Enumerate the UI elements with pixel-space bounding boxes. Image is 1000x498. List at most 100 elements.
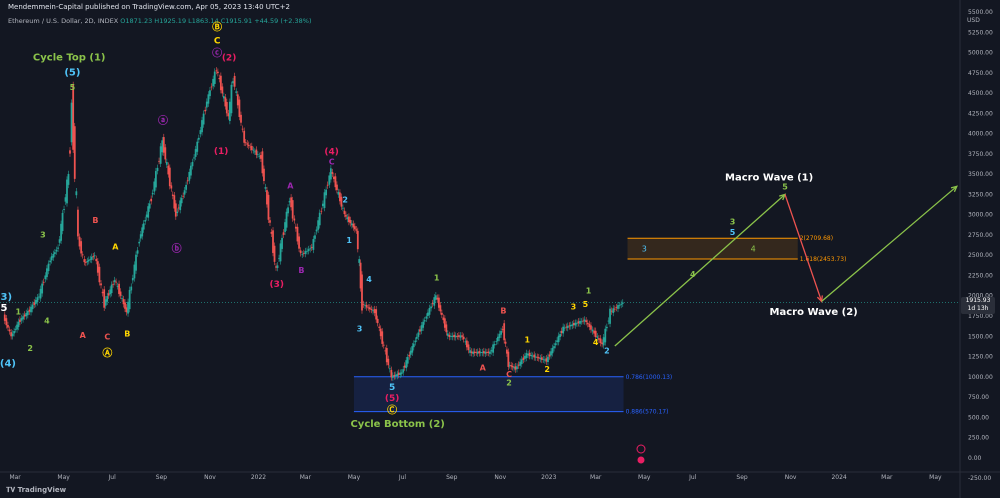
candle-body	[400, 372, 403, 374]
candle-body	[539, 357, 542, 360]
candle-body	[138, 241, 141, 244]
candle-body	[525, 353, 528, 358]
event-marker-icon	[637, 456, 645, 464]
candle-body	[495, 341, 498, 343]
candle-body	[260, 155, 262, 159]
wave-label: 4	[690, 270, 696, 279]
tradingview-logo-icon: 𝐓𝐕	[6, 486, 16, 494]
candle-body	[568, 325, 571, 327]
candle-body	[358, 259, 361, 263]
candle-body	[617, 305, 619, 309]
candle-body	[453, 334, 456, 338]
candle-body	[325, 189, 327, 196]
candle-body	[394, 374, 397, 377]
candle-body	[439, 305, 442, 312]
candle-body	[405, 360, 408, 369]
wave-label: B	[500, 307, 506, 316]
candle-body	[183, 190, 186, 195]
candle-body	[244, 142, 247, 144]
candle-body	[284, 222, 286, 232]
candle-body	[544, 359, 546, 361]
candle-body	[423, 320, 426, 322]
candle-body	[593, 330, 596, 334]
candle-body	[41, 283, 44, 294]
candle-body	[428, 307, 431, 315]
candle-body	[302, 252, 305, 254]
candle-body	[533, 354, 536, 358]
y-tick-label: 250.00	[968, 435, 989, 442]
candle-body	[112, 283, 115, 285]
candle-body	[331, 172, 334, 174]
candle-body	[408, 354, 411, 357]
candle-body	[124, 302, 126, 309]
wave-label: 1	[434, 273, 440, 282]
wave-label: B	[124, 329, 130, 338]
candle-body	[393, 374, 396, 377]
candle-body	[276, 265, 279, 268]
candle-body	[563, 327, 566, 329]
candle-body	[19, 319, 21, 322]
candle-body	[367, 307, 370, 309]
candle-body	[205, 101, 208, 108]
candle-body	[352, 223, 355, 228]
candle-body	[263, 168, 265, 181]
candle-body	[179, 200, 182, 211]
candle-body	[139, 234, 142, 239]
x-tick-label: Mar	[590, 474, 602, 481]
candle-body	[482, 351, 485, 354]
candle-body	[590, 325, 592, 330]
candle-body	[103, 289, 106, 308]
candle-body	[361, 274, 363, 311]
candle-body	[337, 192, 340, 195]
candle-body	[109, 289, 112, 295]
x-tick-label: Mar	[881, 474, 893, 481]
candle-body	[484, 351, 487, 354]
symbol-info: Ethereum / U.S. Dollar, 2D, INDEX O1871.…	[8, 17, 311, 25]
candle-body	[329, 168, 332, 180]
wave-label: 4	[593, 338, 599, 347]
wave-label: 3	[571, 303, 577, 312]
candle-body	[225, 102, 228, 114]
candle-body	[464, 341, 467, 343]
candle-body	[285, 211, 288, 228]
candle-body	[342, 207, 344, 209]
candle-body	[128, 289, 131, 310]
candle-body	[403, 365, 406, 368]
candle-body	[80, 241, 83, 254]
x-tick-label: May	[57, 474, 70, 481]
candle-body	[282, 232, 285, 235]
candle-body	[235, 91, 238, 93]
candle-body	[238, 99, 241, 118]
candle-body	[506, 349, 508, 354]
wave-label: ⓐ	[158, 114, 168, 127]
candle-body	[359, 262, 362, 289]
wave-label: (3)	[0, 292, 12, 303]
candle-body	[222, 96, 225, 99]
candle-body	[147, 206, 150, 218]
candle-body	[121, 298, 123, 299]
wave-label: 1	[525, 336, 531, 345]
candle-body	[93, 255, 96, 257]
wave-label: 1	[346, 236, 352, 245]
wave-label: 3	[40, 230, 46, 239]
candle-body	[440, 312, 443, 315]
candle-body	[177, 207, 180, 209]
candle-body	[582, 320, 584, 322]
candle-body	[58, 239, 61, 243]
candle-body	[189, 165, 192, 176]
candle-body	[317, 220, 320, 230]
candle-body	[473, 351, 476, 353]
candle-body	[524, 355, 526, 359]
candle-body	[168, 167, 171, 187]
candle-body	[527, 353, 529, 356]
candle-body	[301, 254, 304, 256]
candle-body	[241, 128, 244, 130]
wave-label: (3)	[270, 280, 285, 290]
y-tick-label: 4500.00	[968, 90, 993, 97]
y-tick-label: 4000.00	[968, 131, 993, 138]
x-tick-label: May	[348, 474, 361, 481]
candle-body	[445, 324, 448, 333]
candle-body	[618, 305, 621, 307]
candle-body	[486, 352, 488, 353]
